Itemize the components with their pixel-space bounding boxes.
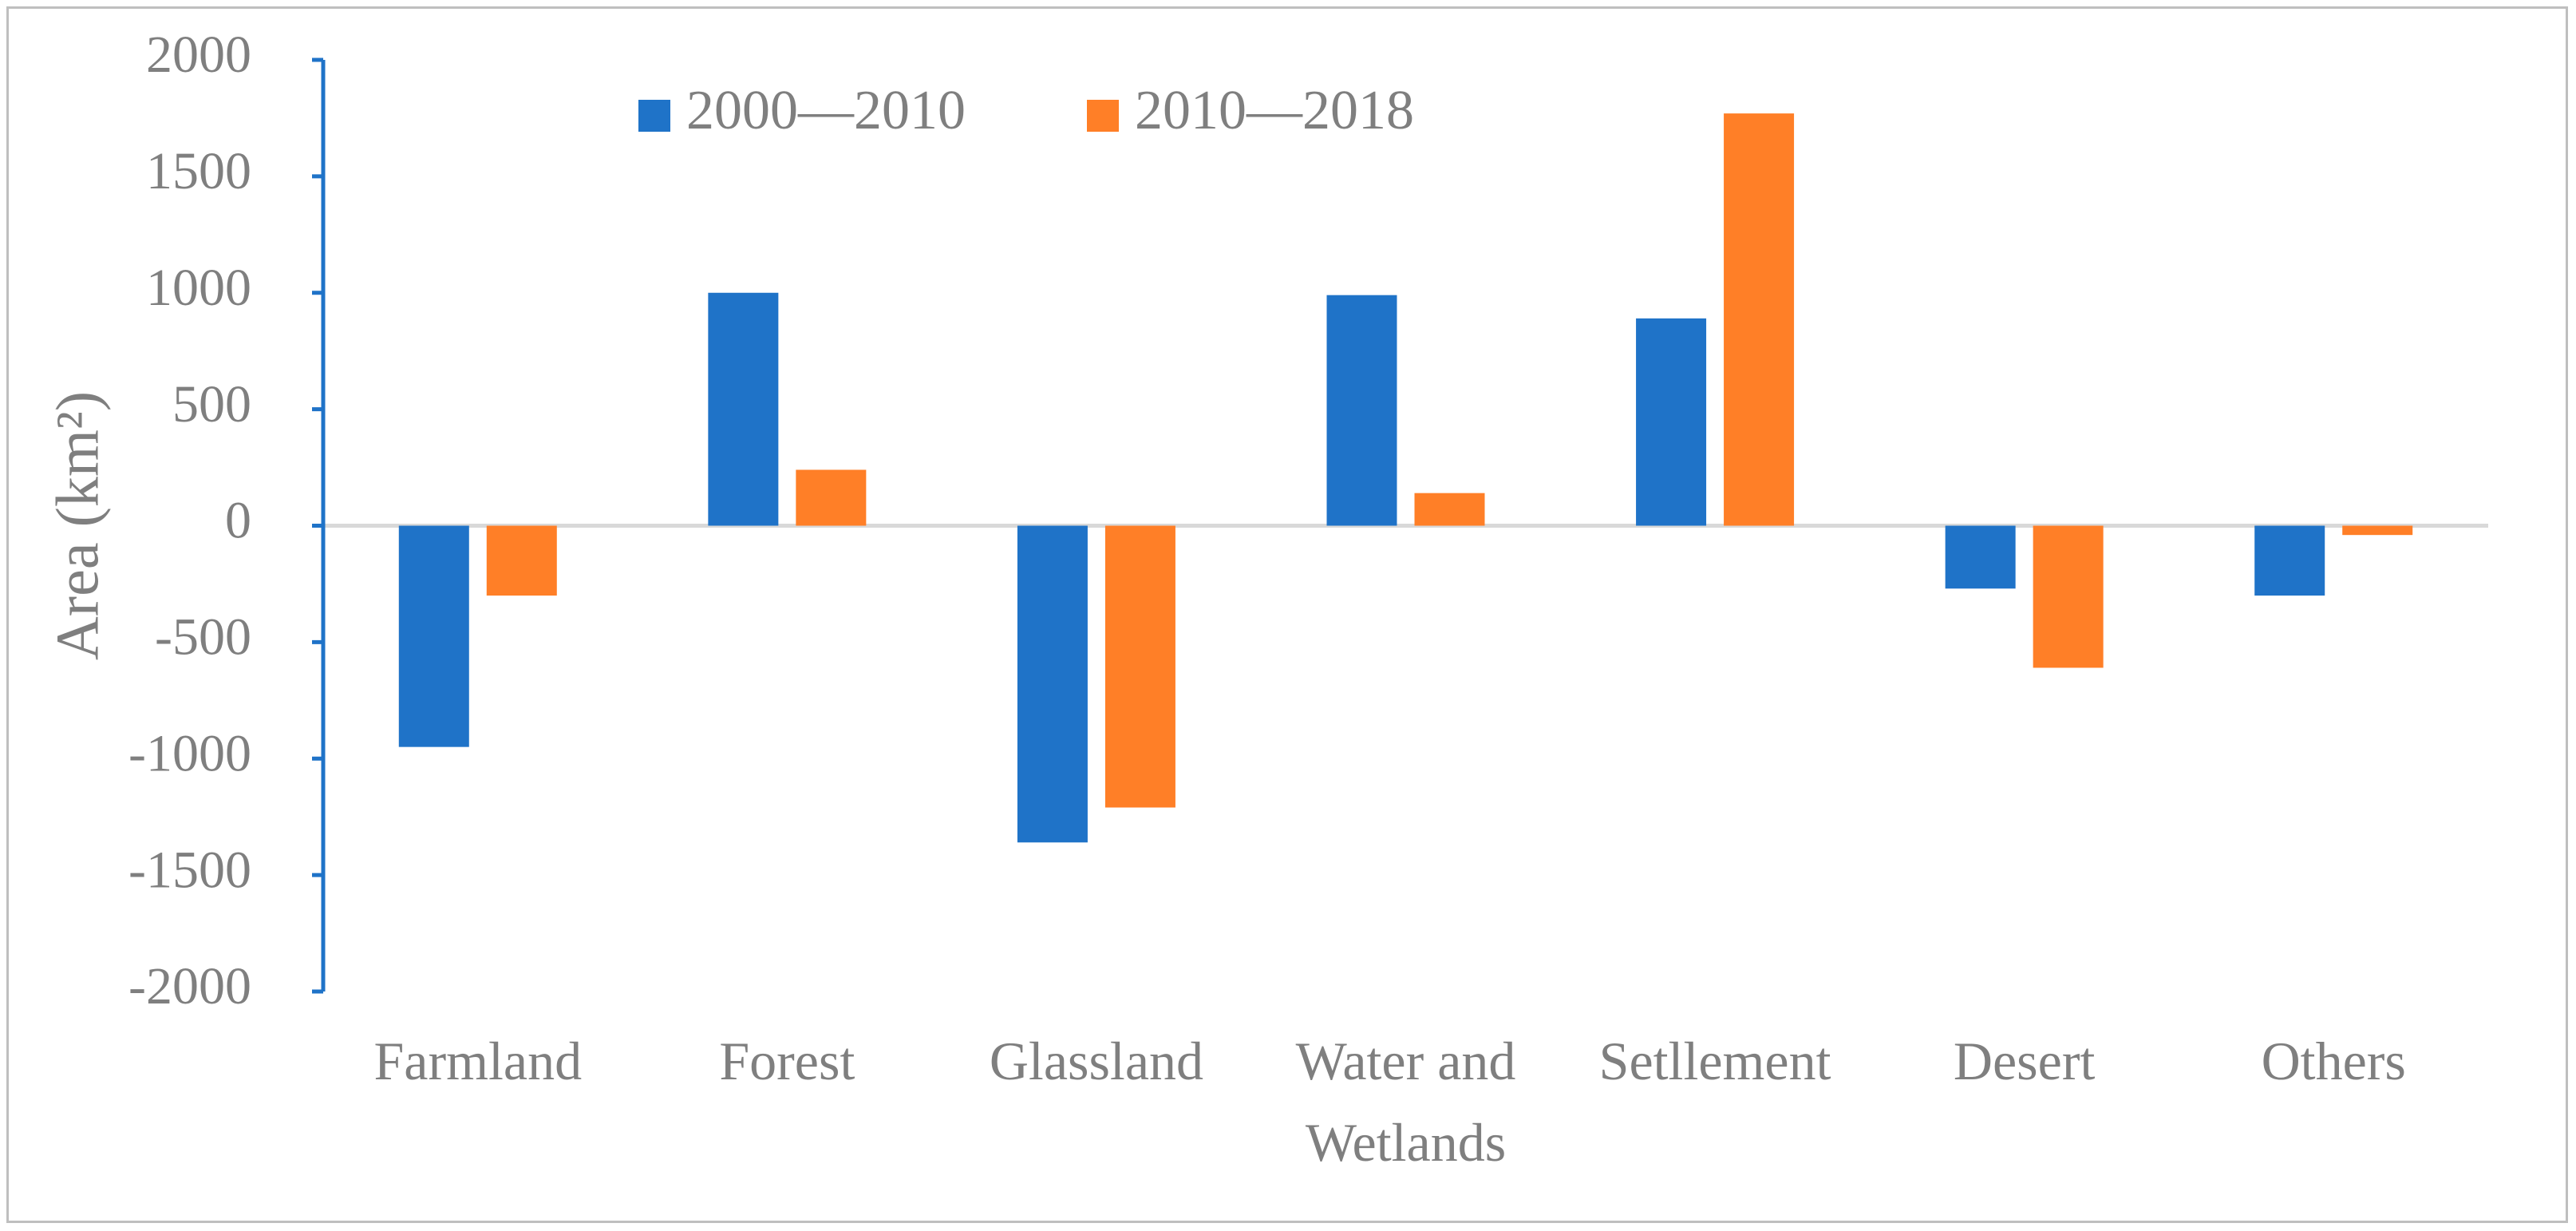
y-axis-label: Area (km²) [44,391,111,660]
bar-series2-7 [2342,525,2413,536]
y-tick-label: -500 [155,608,251,667]
bar-series1-3 [1017,525,1088,843]
bar-series1-7 [2254,525,2325,596]
y-tick-label: 1500 [146,142,251,200]
bar-series1-2 [708,292,779,526]
bar-series2-6 [2033,525,2104,668]
legend-swatch-2 [1087,100,1119,132]
y-axis [312,57,326,994]
bar-series1-4 [1326,295,1397,526]
bar-series2-2 [796,469,867,526]
x-category-label: Setllement [1599,1031,1831,1091]
y-tick-label: -2000 [128,957,251,1015]
y-tick-labels: 2000 1500 1000 500 0 -500 -1000 -1500 -2000 [128,26,251,1015]
y-tick-label: 0 [225,492,251,550]
y-tick-label: 500 [172,375,251,433]
bar-series1-1 [398,525,469,747]
bar-series2-5 [1724,113,1795,526]
y-tick-label: 1000 [146,259,251,317]
bar-series1-6 [1945,525,2016,589]
x-category-label: Others [2262,1031,2406,1091]
bar-series2-4 [1414,493,1485,526]
bar-series2-1 [486,525,557,596]
bar-series1-5 [1636,318,1707,526]
y-axis-label-group: Area (km²) [44,391,111,660]
legend-label-1: 2000—2010 [686,80,966,141]
x-category-label: Desert [1954,1031,2096,1091]
x-category-labels: Farmland Forest Glassland Water and Wetlands… [373,1031,2405,1173]
legend-swatch-1 [638,100,670,132]
bars-group [398,113,2413,843]
legend-label-2: 2010—2018 [1135,80,1414,141]
x-category-label: Water and Wetlands [1296,1031,1516,1173]
x-category-label: Glassland [990,1031,1203,1091]
bar-series2-3 [1104,525,1175,808]
x-category-label: Forest [719,1031,855,1091]
y-tick-label: -1500 [128,841,251,899]
legend: 2000—2010 2010—2018 [638,80,1414,141]
x-category-label: Farmland [373,1031,582,1091]
y-tick-label: 2000 [146,26,251,84]
y-tick-label: -1000 [128,724,251,782]
